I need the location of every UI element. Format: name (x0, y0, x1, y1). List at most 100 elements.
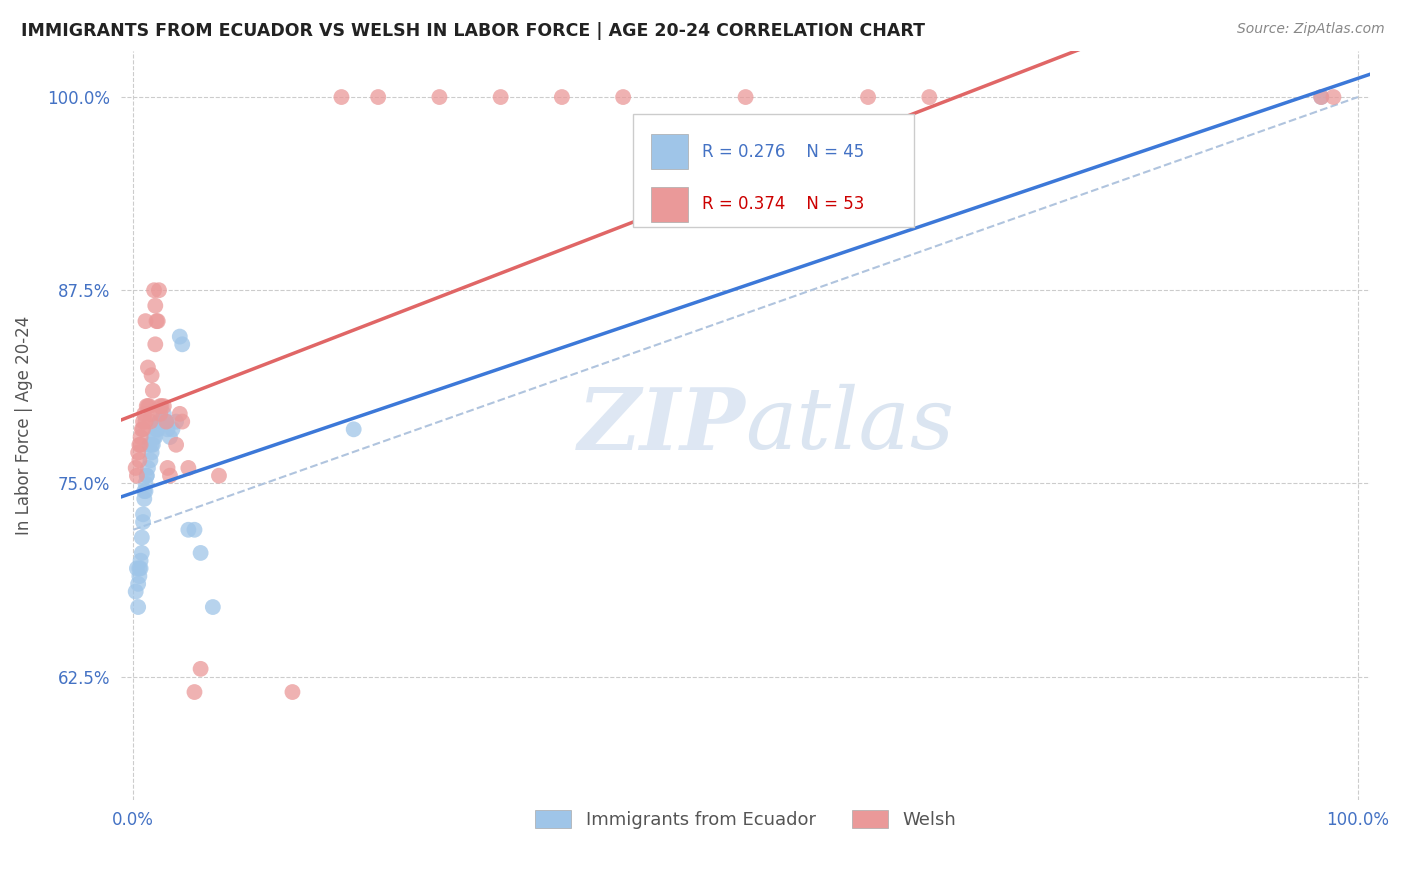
Point (132, 415, 155, 429)
Point (135, 468, 157, 483)
Point (135, 399, 157, 413)
Point (138, 399, 160, 413)
Text: R = 0.276    N = 45: R = 0.276 N = 45 (702, 143, 865, 161)
Point (125, 561, 148, 575)
Point (142, 384, 165, 398)
Point (150, 399, 173, 413)
Point (134, 415, 156, 429)
Point (856, 90, 879, 104)
Point (150, 415, 173, 429)
Point (1322, 90, 1344, 104)
Point (149, 415, 172, 429)
Legend: Immigrants from Ecuador, Welsh: Immigrants from Ecuador, Welsh (527, 803, 963, 836)
Point (142, 438, 165, 452)
Point (153, 407, 176, 421)
Point (153, 399, 176, 413)
Point (128, 561, 150, 575)
Point (143, 337, 166, 351)
Point (159, 468, 181, 483)
Point (131, 546, 153, 560)
Point (135, 468, 157, 483)
Point (612, 90, 634, 104)
Point (141, 445, 163, 459)
Point (1310, 90, 1333, 104)
Point (918, 90, 941, 104)
Point (125, 461, 148, 475)
FancyBboxPatch shape (651, 186, 688, 222)
Point (132, 515, 155, 529)
Point (155, 415, 177, 429)
Point (146, 314, 169, 328)
Point (148, 283, 170, 297)
Point (132, 422, 155, 436)
Point (136, 360, 159, 375)
Point (131, 531, 153, 545)
Point (139, 453, 162, 467)
Point (146, 422, 169, 436)
Point (138, 438, 160, 452)
Point (127, 577, 149, 591)
Text: IMMIGRANTS FROM ECUADOR VS WELSH IN LABOR FORCE | AGE 20-24 CORRELATION CHART: IMMIGRANTS FROM ECUADOR VS WELSH IN LABO… (21, 22, 925, 40)
Point (141, 438, 163, 452)
Point (162, 422, 184, 436)
Point (136, 461, 159, 475)
Point (134, 314, 156, 328)
Point (143, 430, 166, 444)
Point (1310, 90, 1333, 104)
Point (143, 283, 166, 297)
Text: Source: ZipAtlas.com: Source: ZipAtlas.com (1237, 22, 1385, 37)
Y-axis label: In Labor Force | Age 20-24: In Labor Force | Age 20-24 (15, 316, 32, 535)
Point (177, 523, 200, 537)
Point (149, 407, 172, 421)
Point (149, 399, 172, 413)
Point (136, 399, 159, 413)
Point (330, 90, 353, 104)
FancyBboxPatch shape (633, 114, 914, 227)
FancyBboxPatch shape (651, 135, 688, 169)
Point (129, 561, 152, 575)
Point (127, 445, 149, 459)
Point (172, 337, 194, 351)
Point (177, 461, 200, 475)
Point (125, 468, 148, 483)
Point (551, 90, 574, 104)
Point (429, 90, 451, 104)
Point (128, 569, 150, 583)
Text: ZIP: ZIP (578, 384, 745, 467)
Point (134, 476, 156, 491)
Point (129, 438, 152, 452)
Point (125, 584, 148, 599)
Point (128, 438, 150, 452)
Point (165, 438, 187, 452)
Point (281, 685, 304, 699)
Point (128, 453, 150, 467)
Point (169, 407, 191, 421)
Point (129, 554, 152, 568)
Text: atlas: atlas (745, 384, 955, 467)
Point (156, 422, 179, 436)
Point (190, 546, 212, 560)
Point (141, 407, 163, 421)
Point (172, 415, 194, 429)
Point (145, 422, 167, 436)
Point (155, 415, 177, 429)
Point (489, 90, 512, 104)
Point (165, 415, 187, 429)
Point (208, 468, 231, 483)
Point (134, 407, 156, 421)
Point (367, 90, 389, 104)
Point (145, 314, 167, 328)
Point (159, 430, 181, 444)
Point (183, 523, 205, 537)
Point (127, 600, 149, 615)
Point (183, 685, 205, 699)
Point (134, 484, 156, 499)
Point (201, 600, 224, 615)
Point (141, 368, 163, 383)
Point (343, 422, 366, 436)
Point (134, 491, 156, 506)
Point (143, 430, 166, 444)
Point (134, 484, 156, 499)
Point (139, 415, 162, 429)
Point (132, 508, 155, 522)
